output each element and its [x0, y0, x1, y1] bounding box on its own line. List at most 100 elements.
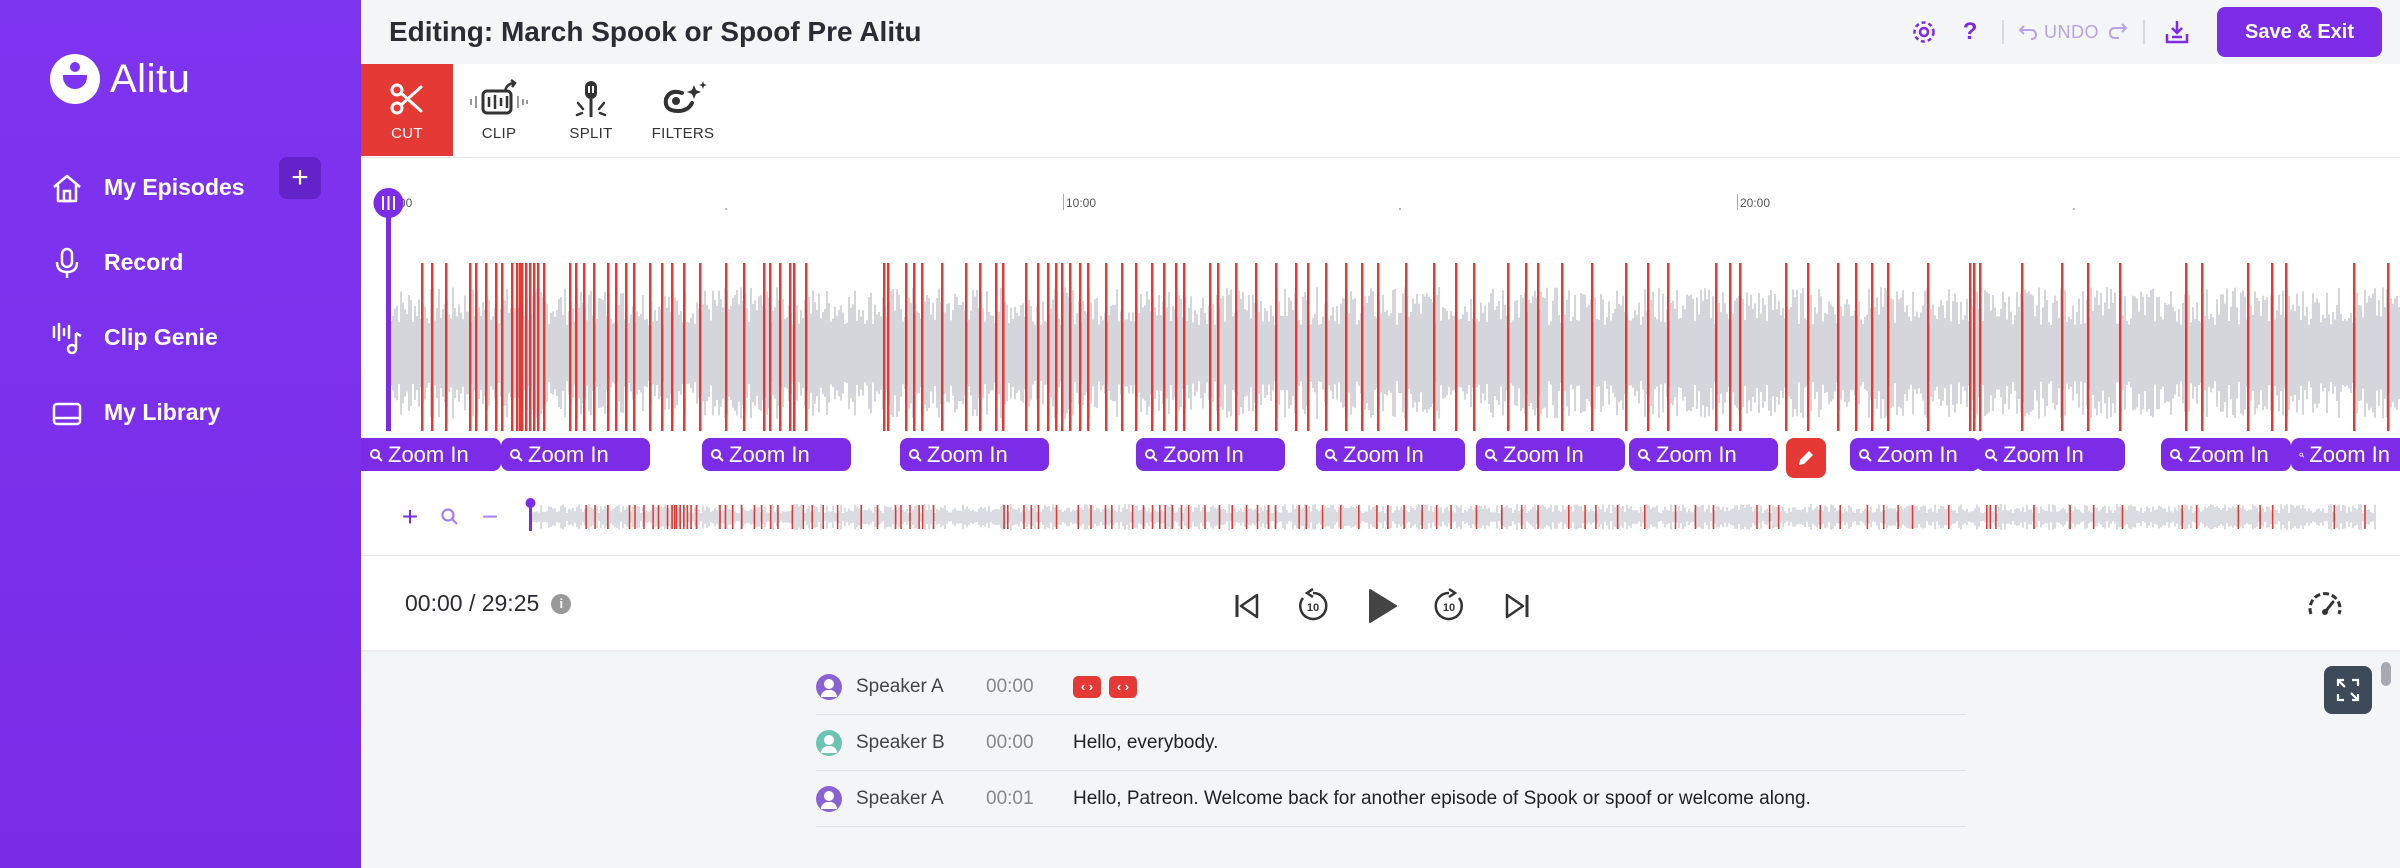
cut-marker[interactable]: [1973, 263, 1976, 431]
help-icon[interactable]: ?: [1962, 18, 1978, 45]
cut-marker[interactable]: [525, 263, 528, 431]
cut-marker[interactable]: [1837, 263, 1840, 431]
cut-marker[interactable]: [995, 263, 998, 431]
cut-marker[interactable]: [1307, 263, 1310, 431]
cut-marker[interactable]: [789, 263, 792, 431]
cut-marker[interactable]: [1275, 263, 1278, 431]
cut-marker[interactable]: [913, 263, 916, 431]
waveform-canvas[interactable]: [361, 158, 2400, 556]
cut-marker[interactable]: [2087, 263, 2090, 431]
zoom-in-button[interactable]: Zoom In: [1136, 438, 1285, 471]
transcript-panel[interactable]: Speaker A 00:00 ‹ › ‹ › Speaker B 00:00 H…: [361, 652, 2400, 868]
cut-marker[interactable]: [1729, 263, 1732, 431]
cut-marker[interactable]: [743, 263, 746, 431]
cut-marker[interactable]: [769, 263, 772, 431]
cut-marker[interactable]: [1715, 263, 1718, 431]
cut-marker[interactable]: [1025, 263, 1028, 431]
cut-marker[interactable]: [593, 263, 596, 431]
cut-marker[interactable]: [533, 263, 536, 431]
cut-marker[interactable]: [1871, 263, 1874, 431]
cut-marker[interactable]: [633, 263, 636, 431]
cut-marker[interactable]: [2387, 263, 2390, 431]
cut-marker[interactable]: [921, 263, 924, 431]
zoom-in-button[interactable]: Zoom In: [1629, 438, 1778, 471]
cut-marker[interactable]: [2247, 263, 2250, 431]
transcript-text[interactable]: Hello, everybody.: [1073, 731, 1219, 753]
info-icon[interactable]: i: [551, 593, 572, 614]
cut-marker[interactable]: [1163, 263, 1166, 431]
cut-marker[interactable]: [887, 263, 890, 431]
timestamp[interactable]: 00:01: [986, 787, 1034, 809]
cut-marker[interactable]: [1927, 263, 1930, 431]
cut-marker[interactable]: [1325, 263, 1328, 431]
code-tag-icon[interactable]: ‹ ›: [1109, 675, 1137, 698]
cut-marker[interactable]: [1667, 263, 1670, 431]
skip-to-end-button[interactable]: [1495, 584, 1539, 628]
cut-marker[interactable]: [671, 263, 674, 431]
cut-marker[interactable]: [1625, 263, 1628, 431]
cut-marker[interactable]: [445, 263, 448, 431]
cut-marker[interactable]: [1405, 263, 1408, 431]
cut-marker[interactable]: [1647, 263, 1650, 431]
zoom-in-button[interactable]: Zoom In: [900, 438, 1049, 471]
sidebar-item-record[interactable]: Record: [48, 225, 328, 300]
cut-marker[interactable]: [1255, 263, 1258, 431]
cut-marker[interactable]: [2119, 263, 2122, 431]
cut-marker[interactable]: [511, 263, 514, 431]
cut-marker[interactable]: [575, 263, 578, 431]
undo-button[interactable]: UNDO: [2018, 22, 2099, 43]
cut-marker[interactable]: [501, 263, 504, 431]
cut-marker[interactable]: [516, 263, 519, 431]
transcript-row[interactable]: Speaker B 00:00 Hello, everybody.: [816, 715, 1966, 771]
cut-marker[interactable]: [683, 263, 686, 431]
cut-marker[interactable]: [583, 263, 586, 431]
cut-marker[interactable]: [1855, 263, 1858, 431]
playback-speed-button[interactable]: [2303, 584, 2347, 628]
overview-playhead[interactable]: [529, 503, 532, 531]
cut-marker[interactable]: [543, 263, 546, 431]
cut-marker[interactable]: [2021, 263, 2024, 431]
cut-marker[interactable]: [1183, 263, 1186, 431]
cut-marker[interactable]: [1002, 263, 1005, 431]
cut-marker[interactable]: [1345, 263, 1348, 431]
cut-marker[interactable]: [1295, 263, 1298, 431]
app-logo[interactable]: Alitu: [50, 54, 190, 104]
cut-marker[interactable]: [1037, 263, 1040, 431]
download-icon[interactable]: [2159, 14, 2195, 50]
cut-marker[interactable]: [725, 263, 728, 431]
cut-marker[interactable]: [2271, 263, 2274, 431]
timestamp[interactable]: 00:00: [986, 675, 1034, 697]
cut-marker[interactable]: [1087, 263, 1090, 431]
transcript-text[interactable]: Hello, Patreon. Welcome back for another…: [1073, 787, 1811, 809]
cut-marker[interactable]: [1785, 263, 1788, 431]
zoom-in-button[interactable]: Zoom In: [1976, 438, 2125, 471]
cut-marker[interactable]: [1591, 263, 1594, 431]
zoom-in-button[interactable]: Zoom In: [1316, 438, 1465, 471]
cut-marker[interactable]: [1979, 263, 1982, 431]
zoom-in-button[interactable]: Zoom In: [2161, 438, 2291, 471]
sidebar-item-clip-genie[interactable]: Clip Genie: [48, 300, 328, 375]
cut-marker[interactable]: [883, 263, 886, 431]
cut-marker[interactable]: [615, 263, 618, 431]
sidebar-item-my-episodes[interactable]: My Episodes +: [48, 150, 328, 225]
sidebar-item-my-library[interactable]: My Library: [48, 375, 328, 450]
scrollbar-thumb[interactable]: [2381, 662, 2391, 686]
cut-marker[interactable]: [661, 263, 664, 431]
tool-split[interactable]: SPLIT: [545, 64, 637, 156]
zoom-minus-button[interactable]: −: [481, 501, 499, 532]
cut-marker[interactable]: [905, 263, 908, 431]
zoom-plus-button[interactable]: +: [401, 501, 419, 532]
cut-marker[interactable]: [1739, 263, 1742, 431]
cut-marker[interactable]: [1121, 263, 1124, 431]
cut-marker[interactable]: [1209, 263, 1212, 431]
cut-marker[interactable]: [521, 263, 524, 431]
forward-10-button[interactable]: 10: [1427, 584, 1471, 628]
cut-marker[interactable]: [1455, 263, 1458, 431]
cut-marker[interactable]: [537, 263, 540, 431]
transcript-row[interactable]: Speaker A 00:00 ‹ › ‹ ›: [816, 659, 1966, 715]
cut-marker[interactable]: [1507, 263, 1510, 431]
zoom-reset-button[interactable]: [435, 502, 465, 532]
cut-marker[interactable]: [1105, 263, 1108, 431]
cut-marker[interactable]: [1887, 263, 1890, 431]
expand-transcript-button[interactable]: [2324, 666, 2372, 714]
